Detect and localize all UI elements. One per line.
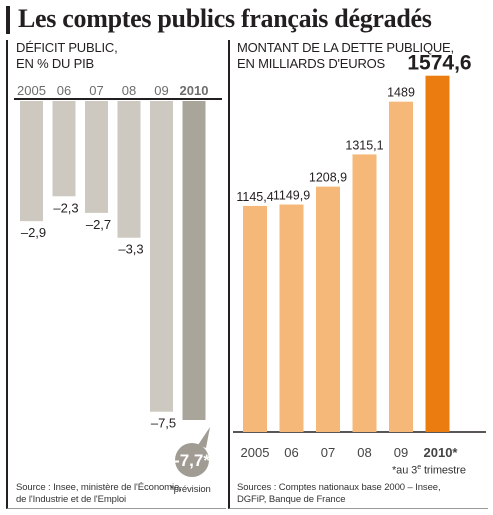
deficit-data-label: -7,7* bbox=[174, 451, 210, 470]
deficit-callout-pointer bbox=[198, 427, 210, 448]
debt-data-label: 1489 bbox=[387, 86, 415, 100]
debt-bar bbox=[425, 75, 450, 433]
debt-footnote: *au 3e trimestre bbox=[392, 462, 466, 477]
debt-data-label: 1145,4 bbox=[236, 190, 273, 204]
debt-subtitle-line: EN MILLIARDS D'EUROS bbox=[237, 56, 386, 71]
deficit-x-tick-label: 08 bbox=[122, 83, 136, 98]
deficit-callout-bubble bbox=[175, 443, 209, 477]
debt-x-tick-label: 2005 bbox=[241, 445, 270, 460]
debt-x-tick-label: 07 bbox=[321, 445, 335, 460]
debt-bar bbox=[243, 205, 267, 432]
deficit-x-tick-label: 07 bbox=[89, 83, 103, 98]
deficit-bar bbox=[150, 101, 173, 412]
debt-footnote-sup: e bbox=[417, 464, 421, 471]
debt-footnote-prefix: *au 3 bbox=[392, 464, 418, 477]
deficit-bar bbox=[20, 101, 43, 222]
deficit-footnote: *prévision bbox=[170, 484, 211, 495]
deficit-data-label: –3,3 bbox=[118, 242, 143, 257]
deficit-bar bbox=[182, 101, 206, 420]
debt-source-line: DGFiP, Banque de France bbox=[237, 494, 346, 505]
deficit-subtitle: DÉFICIT PUBLIC, EN % DU PIB bbox=[16, 40, 118, 72]
title-accent-bar bbox=[6, 6, 10, 34]
debt-data-label: 1208,9 bbox=[309, 171, 347, 185]
deficit-source-line: Source : Insee, ministère de l'Économie, bbox=[16, 482, 182, 493]
debt-footnote-suffix: trimestre bbox=[421, 464, 466, 477]
deficit-x-tick-label: 09 bbox=[154, 83, 168, 98]
debt-data-label: 1149,9 bbox=[273, 189, 310, 203]
debt-source: Sources : Comptes nationaux base 2000 – … bbox=[237, 482, 441, 506]
deficit-panel bbox=[6, 40, 226, 509]
debt-subtitle-line: MONTANT DE LA DETTE PUBLIQUE, bbox=[237, 40, 454, 55]
deficit-data-label: –2,3 bbox=[53, 200, 78, 215]
debt-x-tick-label: 08 bbox=[357, 445, 371, 460]
deficit-bar bbox=[85, 101, 108, 213]
debt-x-tick-label: 2010* bbox=[424, 445, 459, 460]
deficit-x-tick-label: 06 bbox=[57, 83, 71, 98]
debt-subtitle: MONTANT DE LA DETTE PUBLIQUE, EN MILLIAR… bbox=[237, 40, 454, 72]
debt-data-label: 1315,1 bbox=[345, 138, 383, 152]
debt-bar bbox=[352, 154, 377, 432]
deficit-data-label: –2,7 bbox=[86, 217, 111, 232]
debt-bar bbox=[389, 101, 413, 433]
infographic-title: Les comptes publics français dégradés bbox=[18, 4, 432, 33]
debt-bar bbox=[279, 204, 304, 432]
deficit-source-line: de l'Industrie et de l'Emploi bbox=[16, 494, 127, 505]
debt-source-line: Sources : Comptes nationaux base 2000 – … bbox=[237, 482, 441, 493]
deficit-source: Source : Insee, ministère de l'Économie,… bbox=[16, 482, 182, 506]
debt-x-tick-label: 09 bbox=[394, 445, 408, 460]
deficit-bar bbox=[52, 101, 76, 197]
debt-x-tick-label: 06 bbox=[284, 445, 298, 460]
deficit-x-tick-label: 2005 bbox=[17, 83, 46, 98]
debt-panel bbox=[228, 40, 488, 509]
deficit-subtitle-line: EN % DU PIB bbox=[16, 56, 94, 71]
deficit-bar bbox=[117, 101, 141, 238]
deficit-subtitle-line: DÉFICIT PUBLIC, bbox=[16, 40, 118, 55]
deficit-data-label: –2,9 bbox=[21, 225, 46, 240]
debt-bar bbox=[316, 186, 340, 432]
debt-data-label: 1574,6 bbox=[407, 52, 471, 75]
deficit-x-tick-label: 2010 bbox=[180, 83, 209, 98]
deficit-data-label: –7,5 bbox=[151, 416, 176, 431]
